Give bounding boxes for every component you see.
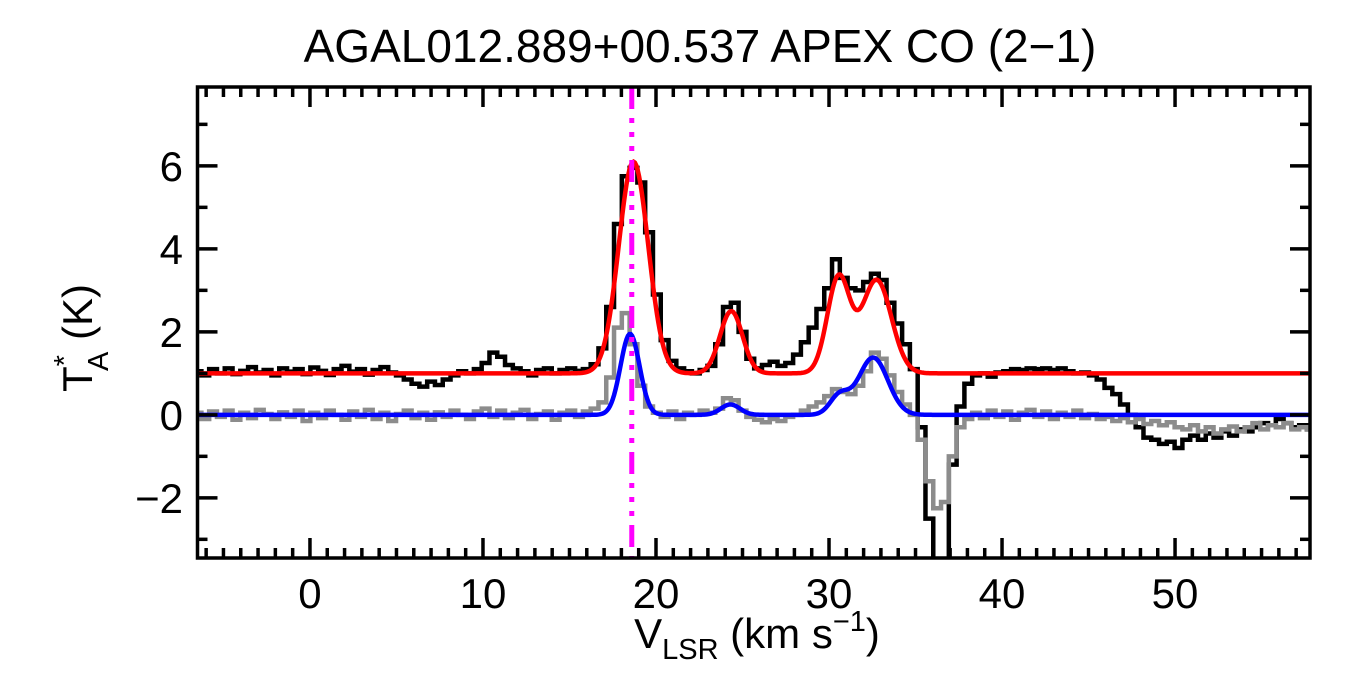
y-axis-label: T*A (K) (49, 284, 115, 392)
axes-layer: 0 10 20 30 40 50 −2 0 2 4 6 (135, 85, 1312, 617)
y-tick-label-4: 4 (160, 226, 183, 273)
x-label-superscript: −1 (833, 606, 866, 638)
observed-spectrum-curve (199, 310, 1309, 511)
x-label-base: V (634, 610, 662, 657)
data-layer (199, 88, 1309, 557)
y-label-base: T (54, 366, 101, 392)
y-tick-label--2: −2 (135, 475, 183, 522)
x-tick-label-10: 10 (460, 570, 507, 617)
x-tick-label-0: 0 (298, 570, 321, 617)
y-label-superscript: * (49, 355, 81, 366)
observed-spectrum-offset-curve (199, 165, 1309, 557)
x-axis-label: VLSR (km s−1) (634, 606, 880, 666)
x-label-end: ) (866, 610, 880, 657)
y-label-subscript: A (83, 351, 115, 371)
x-label-mid: (km s (719, 610, 833, 657)
x-tick-label-40: 40 (979, 570, 1026, 617)
y-tick-label-6: 6 (160, 143, 183, 190)
plot-border (195, 85, 1312, 560)
y-tick-label-0: 0 (160, 392, 183, 439)
x-tick-label-20: 20 (633, 570, 680, 617)
x-tick-label-50: 50 (1152, 570, 1199, 617)
y-tick-label-2: 2 (160, 309, 183, 356)
x-label-subscript: LSR (662, 634, 718, 666)
gaussian-fit-curve (199, 331, 1309, 418)
plot-title: AGAL012.889+00.537 APEX CO (2−1) (304, 20, 1097, 72)
x-tick-label-30: 30 (806, 570, 853, 617)
y-label-unit: (K) (54, 284, 101, 352)
gaussian-fit-offset-curve (199, 158, 1309, 376)
